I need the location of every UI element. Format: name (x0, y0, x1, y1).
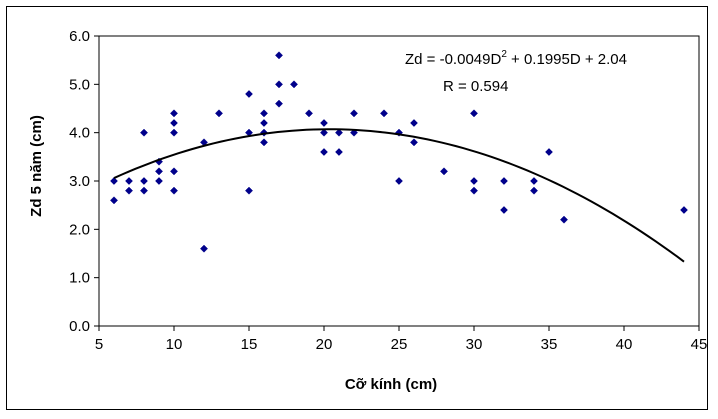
x-tick-label: 25 (391, 336, 408, 353)
x-tick-label: 5 (95, 336, 103, 353)
data-point (140, 186, 148, 195)
data-point (320, 128, 328, 137)
x-tick-label: 45 (691, 336, 708, 353)
data-point (110, 177, 118, 185)
y-tick-label: 2.0 (69, 221, 90, 238)
data-point (275, 80, 283, 89)
data-point (275, 51, 283, 60)
data-point (260, 138, 268, 147)
x-tick-label: 20 (316, 336, 333, 353)
x-tick-label: 30 (466, 336, 483, 353)
data-point (260, 128, 268, 137)
data-point (260, 119, 268, 127)
data-point (380, 109, 388, 118)
data-point (320, 148, 328, 156)
data-point (335, 148, 343, 156)
data-point (560, 215, 568, 224)
chart-frame: 0.0 1.0 2.0 3.0 4.0 5.0 6.0 5 10 15 20 25 30 35 40 45 Z… (6, 6, 708, 410)
x-axis-label: Cỡ kính (cm) (345, 376, 437, 393)
y-tick-label: 3.0 (69, 173, 90, 190)
data-point (320, 119, 328, 127)
data-point (350, 109, 358, 118)
y-tick-label: 1.0 (69, 270, 90, 287)
trendline (113, 128, 685, 263)
data-point (440, 167, 448, 176)
data-point (500, 177, 508, 185)
data-point (530, 186, 538, 195)
data-point (170, 119, 178, 127)
x-tick-label: 15 (241, 336, 258, 353)
data-point (215, 109, 223, 118)
axis-ticks: 0.0 1.0 2.0 3.0 4.0 5.0 6.0 5 10 15 20 25 30 35 40 45 (69, 28, 707, 353)
y-tick-label: 4.0 (69, 125, 90, 142)
data-point (410, 138, 418, 147)
equation-superscript: 2 (501, 49, 507, 60)
equation-suffix: + 0.1995D + 2.04 (507, 51, 627, 68)
data-point (170, 167, 178, 176)
data-point (260, 109, 268, 118)
scatter-chart: 0.0 1.0 2.0 3.0 4.0 5.0 6.0 5 10 15 20 25 30 35 40 45 Z… (28, 28, 707, 393)
y-tick-label: 5.0 (69, 76, 90, 93)
data-point (410, 119, 418, 127)
data-point (500, 206, 508, 214)
y-tick-label: 0.0 (69, 318, 90, 335)
data-point (110, 196, 118, 205)
data-point (170, 186, 178, 195)
data-point (470, 177, 478, 185)
data-point (305, 109, 313, 118)
data-point (470, 109, 478, 118)
data-point (140, 177, 148, 185)
y-axis-label: Zd 5 năm (cm) (28, 115, 45, 217)
data-point (245, 186, 253, 195)
data-point (170, 109, 178, 118)
x-tick-label: 10 (166, 336, 183, 353)
data-point (155, 167, 163, 176)
data-point (530, 177, 538, 185)
x-tick-label: 35 (541, 336, 558, 353)
data-point (170, 128, 178, 137)
data-point (545, 148, 553, 156)
data-point (125, 177, 133, 185)
data-point (140, 128, 148, 137)
data-point (395, 177, 403, 185)
r-value-label: R = 0.594 (443, 78, 508, 95)
data-point (125, 186, 133, 195)
y-tick-label: 6.0 (69, 28, 90, 45)
equation-prefix: Zd = -0.0049D (405, 51, 501, 68)
data-point (245, 90, 253, 98)
data-point (335, 128, 343, 137)
x-tick-label: 40 (616, 336, 633, 353)
data-point (200, 244, 208, 253)
data-point (395, 128, 403, 137)
data-point (290, 80, 298, 89)
data-point (680, 206, 688, 214)
data-point (470, 186, 478, 195)
data-point (155, 177, 163, 185)
trendline-equation: Zd = -0.0049D2 + 0.1995D + 2.04 (405, 49, 627, 68)
data-point (275, 99, 283, 108)
